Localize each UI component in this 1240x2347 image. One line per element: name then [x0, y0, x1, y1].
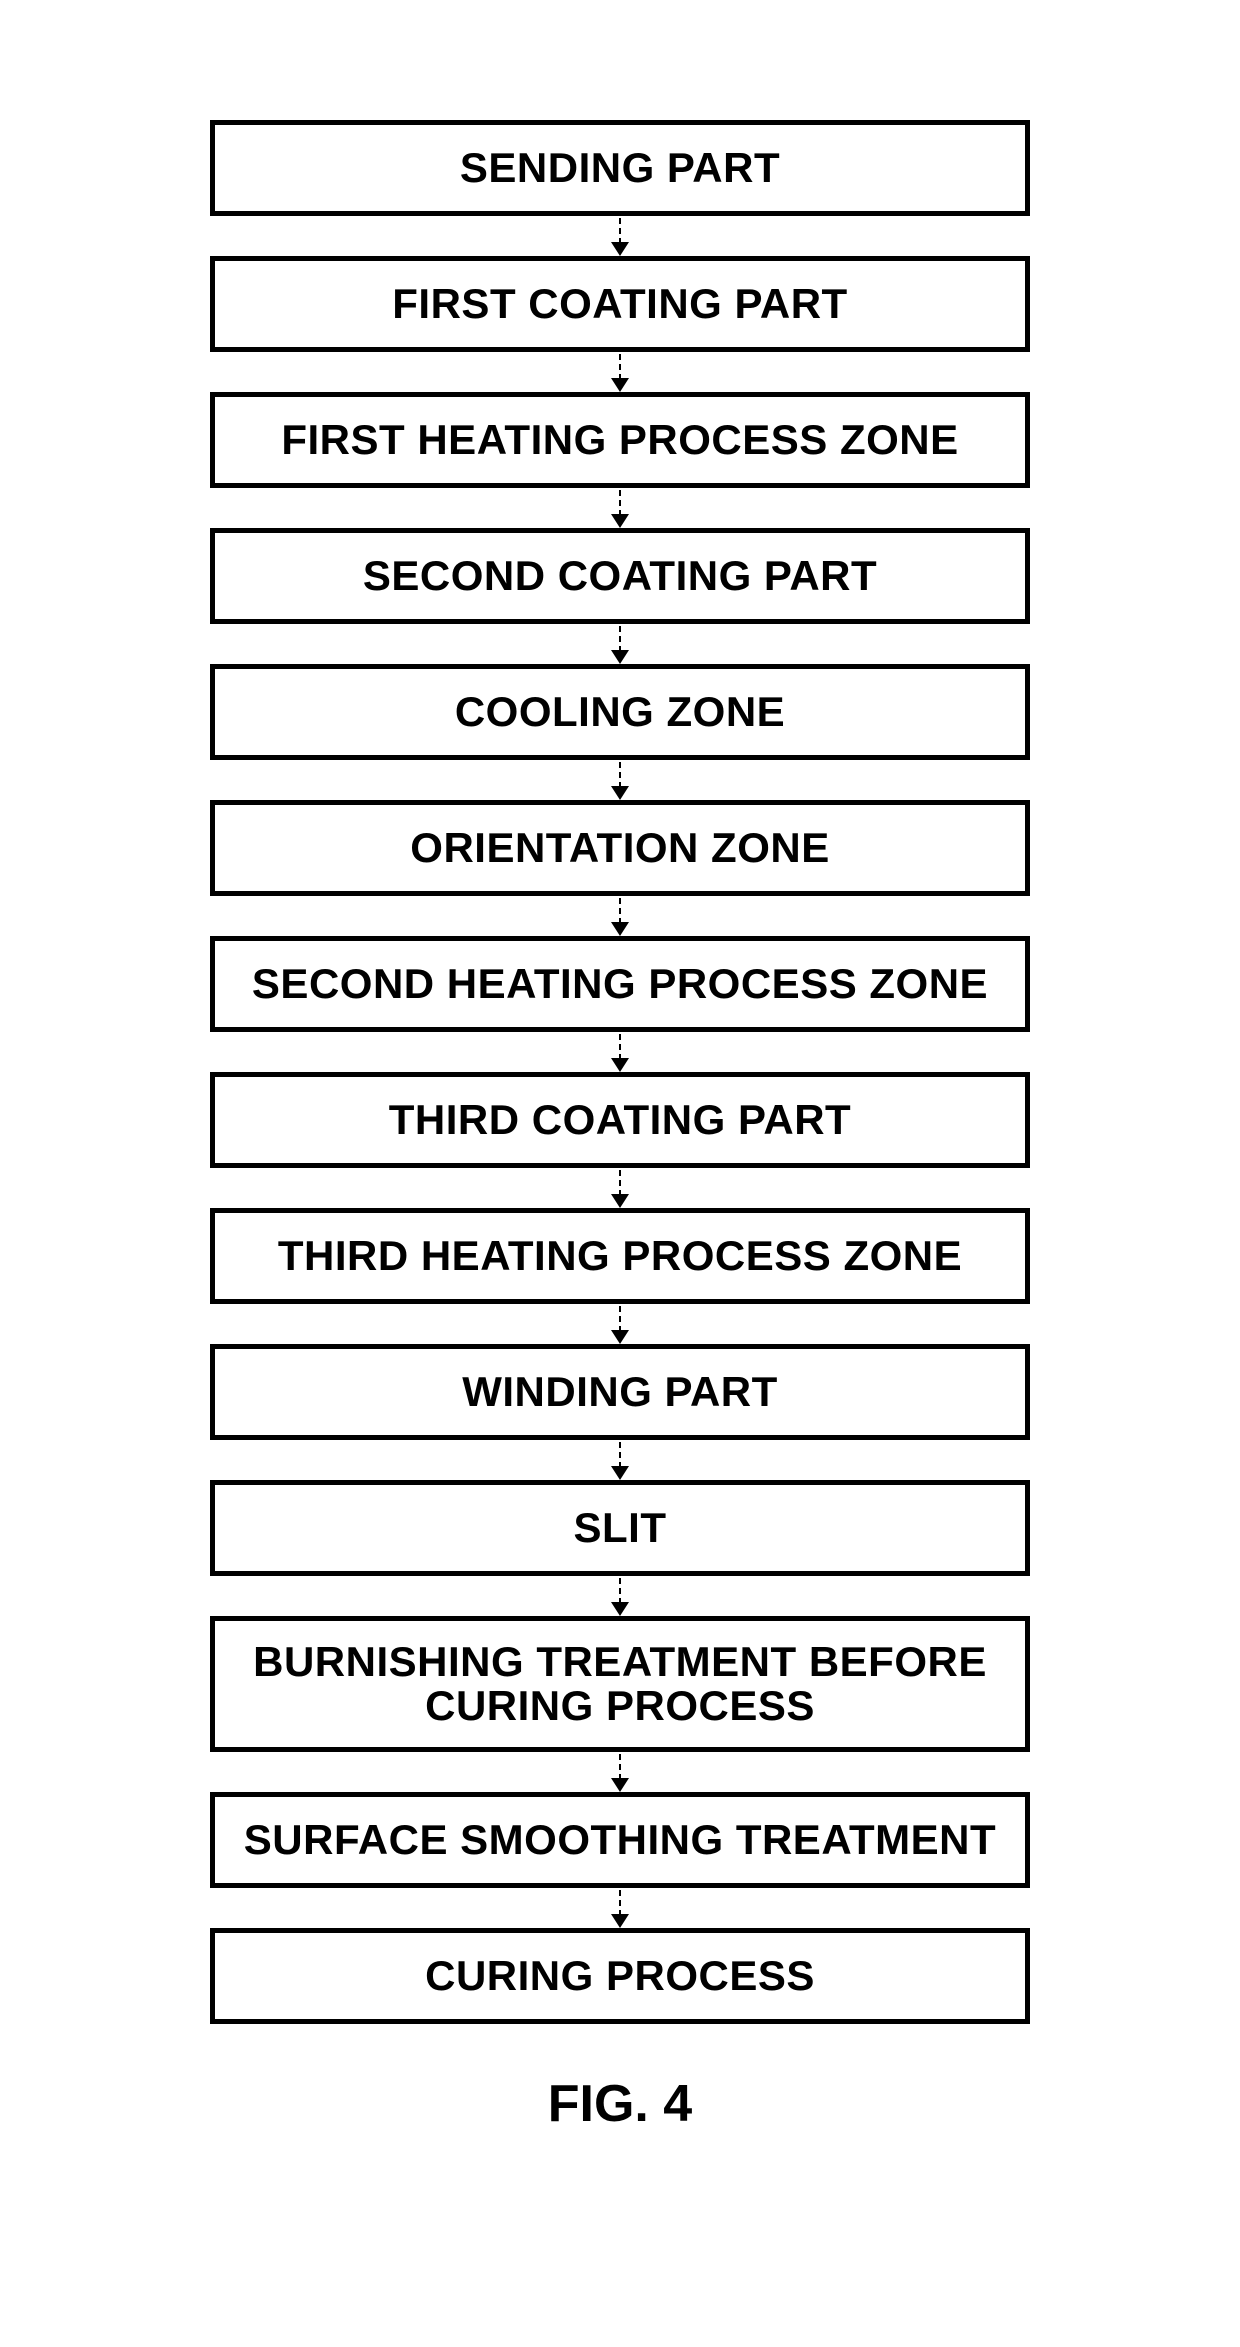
flow-step-label: FIRST HEATING PROCESS ZONE — [281, 418, 958, 462]
flow-arrow — [611, 1576, 629, 1616]
arrow-head-icon — [611, 1778, 629, 1792]
flow-step-label: CURING PROCESS — [425, 1954, 815, 1998]
arrow-head-icon — [611, 1602, 629, 1616]
flow-step: CURING PROCESS — [210, 1928, 1030, 2024]
flow-step: FIRST HEATING PROCESS ZONE — [210, 392, 1030, 488]
flow-step: ORIENTATION ZONE — [210, 800, 1030, 896]
flow-step-label: WINDING PART — [462, 1370, 778, 1414]
flow-arrow — [611, 1888, 629, 1928]
flow-step: SENDING PART — [210, 120, 1030, 216]
arrow-head-icon — [611, 378, 629, 392]
arrow-head-icon — [611, 650, 629, 664]
flow-step-label: BURNISHING TREATMENT BEFORE CURING PROCE… — [231, 1640, 1009, 1728]
page: SENDING PART FIRST COATING PART FIRST HEAT… — [0, 0, 1240, 2347]
flow-step: SLIT — [210, 1480, 1030, 1576]
flow-step-label: SENDING PART — [460, 146, 780, 190]
arrow-shaft — [619, 1306, 621, 1332]
flow-step-label: ORIENTATION ZONE — [410, 826, 829, 870]
flow-step-label: SLIT — [574, 1506, 667, 1550]
flowchart: SENDING PART FIRST COATING PART FIRST HEAT… — [210, 120, 1030, 2134]
flow-step: THIRD COATING PART — [210, 1072, 1030, 1168]
arrow-shaft — [619, 1034, 621, 1060]
flow-step: COOLING ZONE — [210, 664, 1030, 760]
flow-arrow — [611, 624, 629, 664]
flow-arrow — [611, 760, 629, 800]
arrow-shaft — [619, 626, 621, 652]
flow-step-label: THIRD HEATING PROCESS ZONE — [278, 1234, 962, 1278]
arrow-head-icon — [611, 1058, 629, 1072]
flow-arrow — [611, 896, 629, 936]
flow-arrow — [611, 352, 629, 392]
arrow-head-icon — [611, 1914, 629, 1928]
arrow-head-icon — [611, 1194, 629, 1208]
arrow-shaft — [619, 354, 621, 380]
arrow-head-icon — [611, 1330, 629, 1344]
flow-step: BURNISHING TREATMENT BEFORE CURING PROCE… — [210, 1616, 1030, 1752]
flow-arrow — [611, 1304, 629, 1344]
flow-arrow — [611, 1168, 629, 1208]
arrow-shaft — [619, 898, 621, 924]
flow-step-label: COOLING ZONE — [455, 690, 785, 734]
flow-arrow — [611, 488, 629, 528]
arrow-shaft — [619, 490, 621, 516]
flow-arrow — [611, 1752, 629, 1792]
arrow-head-icon — [611, 922, 629, 936]
arrow-shaft — [619, 218, 621, 244]
flow-step-label: SECOND COATING PART — [363, 554, 877, 598]
flow-arrow — [611, 1440, 629, 1480]
flow-step: SECOND HEATING PROCESS ZONE — [210, 936, 1030, 1032]
arrow-shaft — [619, 1754, 621, 1780]
flow-step-label: SURFACE SMOOTHING TREATMENT — [244, 1818, 996, 1862]
flow-step-label: FIRST COATING PART — [392, 282, 847, 326]
arrow-head-icon — [611, 242, 629, 256]
flow-step-label: SECOND HEATING PROCESS ZONE — [252, 962, 988, 1006]
flow-step: THIRD HEATING PROCESS ZONE — [210, 1208, 1030, 1304]
flow-step: SECOND COATING PART — [210, 528, 1030, 624]
arrow-shaft — [619, 762, 621, 788]
flow-arrow — [611, 1032, 629, 1072]
arrow-shaft — [619, 1890, 621, 1916]
flow-step-label: THIRD COATING PART — [389, 1098, 851, 1142]
arrow-shaft — [619, 1442, 621, 1468]
figure-caption: FIG. 4 — [548, 2074, 692, 2134]
flow-step: WINDING PART — [210, 1344, 1030, 1440]
arrow-head-icon — [611, 514, 629, 528]
arrow-head-icon — [611, 786, 629, 800]
flow-arrow — [611, 216, 629, 256]
flow-step: SURFACE SMOOTHING TREATMENT — [210, 1792, 1030, 1888]
arrow-shaft — [619, 1170, 621, 1196]
flow-step: FIRST COATING PART — [210, 256, 1030, 352]
arrow-shaft — [619, 1578, 621, 1604]
arrow-head-icon — [611, 1466, 629, 1480]
